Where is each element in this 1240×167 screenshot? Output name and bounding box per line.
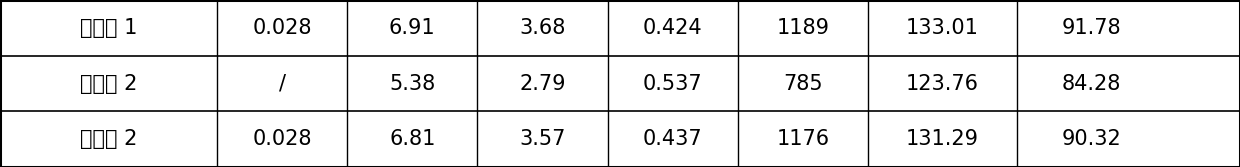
Text: 785: 785 <box>784 73 822 94</box>
Text: 0.437: 0.437 <box>642 129 703 149</box>
Text: 1176: 1176 <box>776 129 830 149</box>
Text: 2.79: 2.79 <box>520 73 565 94</box>
Text: 133.01: 133.01 <box>906 18 978 38</box>
Text: 0.028: 0.028 <box>253 18 311 38</box>
Text: 131.29: 131.29 <box>906 129 978 149</box>
Text: 3.68: 3.68 <box>520 18 565 38</box>
Text: 6.91: 6.91 <box>389 18 435 38</box>
Text: 5.38: 5.38 <box>389 73 435 94</box>
Text: 91.78: 91.78 <box>1061 18 1121 38</box>
Text: 6.81: 6.81 <box>389 129 435 149</box>
Text: 90.32: 90.32 <box>1061 129 1121 149</box>
Text: 84.28: 84.28 <box>1061 73 1121 94</box>
Text: 实施例 1: 实施例 1 <box>79 18 138 38</box>
Text: 3.57: 3.57 <box>520 129 565 149</box>
Text: 对比例 2: 对比例 2 <box>79 73 138 94</box>
Text: 0.028: 0.028 <box>253 129 311 149</box>
Text: 0.537: 0.537 <box>642 73 703 94</box>
Text: 0.424: 0.424 <box>642 18 703 38</box>
Text: /: / <box>279 73 285 94</box>
Text: 1189: 1189 <box>776 18 830 38</box>
Text: 实施例 2: 实施例 2 <box>79 129 138 149</box>
Text: 123.76: 123.76 <box>906 73 978 94</box>
